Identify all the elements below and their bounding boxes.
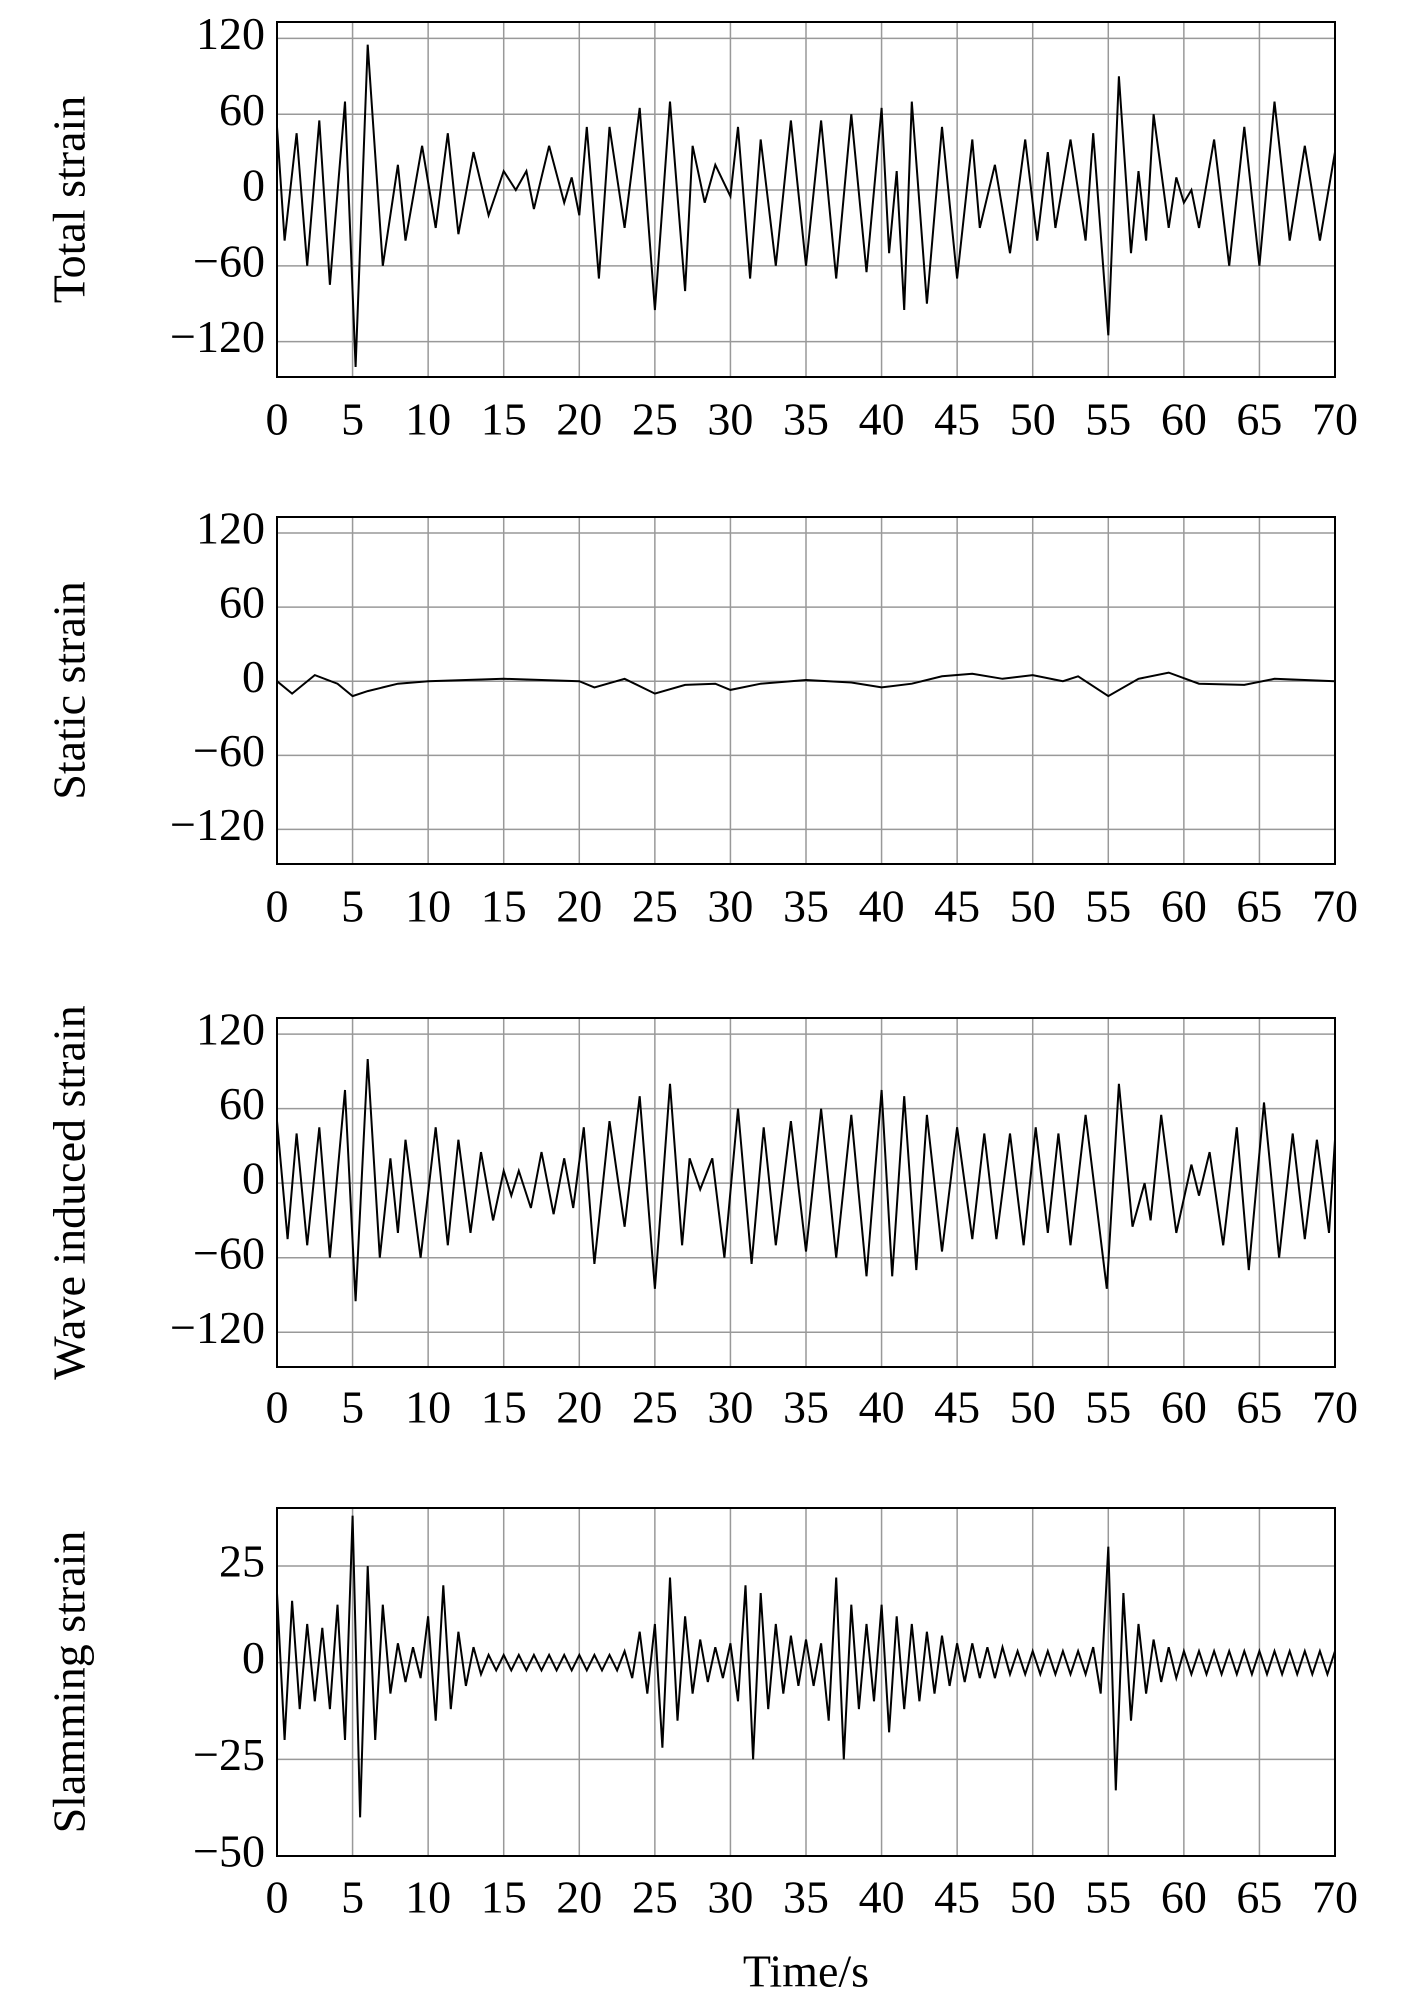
x-tick-label: 60: [1161, 394, 1207, 445]
x-tick-label: 65: [1236, 1872, 1282, 1923]
x-tick-label: 60: [1161, 881, 1207, 932]
data-line: [276, 44, 1336, 367]
y-tick-label: 120: [196, 8, 265, 59]
x-tick-label: 45: [934, 881, 980, 932]
x-tick-label: 65: [1236, 881, 1282, 932]
x-tick-label: 5: [341, 1872, 364, 1923]
y-tick-label: 60: [219, 84, 265, 135]
data-line: [276, 1515, 1336, 1818]
x-tick-label: 50: [1010, 881, 1056, 932]
x-tick-label: 50: [1010, 394, 1056, 445]
x-axis-label: Time/s: [743, 1946, 869, 1997]
y-tick-label: 60: [219, 1078, 265, 1129]
y-tick-label: −25: [193, 1729, 265, 1780]
x-tick-label: 10: [405, 1382, 451, 1433]
x-tick-label: 65: [1236, 1382, 1282, 1433]
x-tick-label: 20: [556, 881, 602, 932]
x-tick-label: 40: [859, 1872, 905, 1923]
y-tick-label: 0: [242, 160, 265, 211]
y-axis-label: Slamming strain: [44, 1531, 95, 1834]
x-tick-label: 20: [556, 1872, 602, 1923]
x-tick-label: 15: [481, 1382, 527, 1433]
data-line: [276, 1058, 1336, 1302]
x-tick-label: 10: [405, 881, 451, 932]
x-tick-label: 0: [266, 881, 289, 932]
x-tick-label: 0: [266, 394, 289, 445]
x-tick-label: 35: [783, 1382, 829, 1433]
plot-frame: [276, 1017, 1336, 1368]
y-tick-label: −120: [170, 799, 265, 850]
x-tick-label: 40: [859, 881, 905, 932]
x-tick-label: 50: [1010, 1382, 1056, 1433]
x-tick-label: 45: [934, 1382, 980, 1433]
x-tick-label: 30: [707, 394, 753, 445]
y-axis-label: Total strain: [44, 96, 95, 304]
x-tick-label: 35: [783, 394, 829, 445]
y-tick-label: −50: [193, 1826, 265, 1877]
x-tick-label: 25: [632, 881, 678, 932]
x-tick-label: 10: [405, 394, 451, 445]
y-tick-label: 120: [196, 1004, 265, 1055]
y-tick-label: −60: [193, 235, 265, 286]
plot-frame: [276, 21, 1336, 378]
x-tick-label: 35: [783, 881, 829, 932]
y-tick-label: −120: [170, 1302, 265, 1353]
y-tick-label: 25: [219, 1536, 265, 1587]
x-tick-label: 30: [707, 1872, 753, 1923]
x-tick-label: 10: [405, 1872, 451, 1923]
y-tick-label: 0: [242, 1153, 265, 1204]
x-tick-label: 25: [632, 1382, 678, 1433]
x-tick-label: 25: [632, 394, 678, 445]
y-tick-label: 0: [242, 1632, 265, 1683]
x-tick-label: 5: [341, 1382, 364, 1433]
x-tick-label: 65: [1236, 394, 1282, 445]
y-tick-label: −120: [170, 311, 265, 362]
y-tick-label: −60: [193, 1227, 265, 1278]
x-tick-label: 70: [1312, 394, 1358, 445]
x-tick-label: 30: [707, 881, 753, 932]
x-tick-label: 15: [481, 1872, 527, 1923]
x-tick-label: 45: [934, 1872, 980, 1923]
x-tick-label: 70: [1312, 1872, 1358, 1923]
x-tick-label: 30: [707, 1382, 753, 1433]
y-tick-label: 0: [242, 651, 265, 702]
x-tick-label: 70: [1312, 1382, 1358, 1433]
plot-frame: [276, 516, 1336, 865]
x-tick-label: 25: [632, 1872, 678, 1923]
x-tick-label: 60: [1161, 1382, 1207, 1433]
x-tick-label: 60: [1161, 1872, 1207, 1923]
x-tick-label: 55: [1085, 1382, 1131, 1433]
x-tick-label: 5: [341, 394, 364, 445]
x-tick-label: 55: [1085, 394, 1131, 445]
x-tick-label: 0: [266, 1872, 289, 1923]
y-tick-label: 120: [196, 503, 265, 554]
x-tick-label: 55: [1085, 1872, 1131, 1923]
y-tick-label: −60: [193, 725, 265, 776]
x-tick-label: 35: [783, 1872, 829, 1923]
x-tick-label: 20: [556, 1382, 602, 1433]
x-tick-label: 40: [859, 1382, 905, 1433]
x-tick-label: 0: [266, 1382, 289, 1433]
x-tick-label: 20: [556, 394, 602, 445]
plot-frame: [276, 1507, 1336, 1857]
x-tick-label: 45: [934, 394, 980, 445]
y-tick-label: 60: [219, 577, 265, 628]
data-line: [276, 671, 1336, 698]
x-tick-label: 40: [859, 394, 905, 445]
x-tick-label: 70: [1312, 881, 1358, 932]
y-axis-label: Wave induced strain: [44, 1005, 95, 1379]
x-tick-label: 15: [481, 394, 527, 445]
y-axis-label: Static strain: [44, 581, 95, 799]
x-tick-label: 5: [341, 881, 364, 932]
x-tick-label: 15: [481, 881, 527, 932]
x-tick-label: 50: [1010, 1872, 1056, 1923]
x-tick-label: 55: [1085, 881, 1131, 932]
